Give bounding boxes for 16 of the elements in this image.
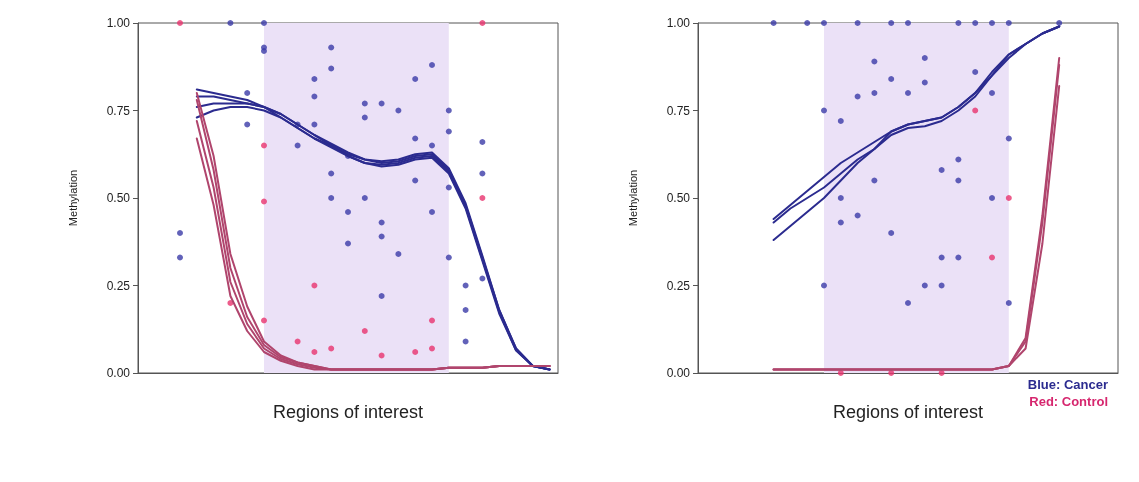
y-axis-title: Methylation xyxy=(626,169,639,227)
y-tick-label: 0.25 xyxy=(666,278,691,293)
text: Blue: Cancer xyxy=(1027,377,1109,392)
y-tick-label: 0.50 xyxy=(666,191,691,205)
y-axis-title: Methylation xyxy=(66,169,79,227)
y-tick-label: 0.50 xyxy=(106,191,131,205)
y-tick-label: 0.75 xyxy=(666,103,691,118)
x-axis-title: Regions of interest xyxy=(272,402,424,422)
y-tick-label: 0.00 xyxy=(106,366,131,380)
y-tick-label: 1.00 xyxy=(106,16,131,30)
text: Red: Control xyxy=(1029,394,1109,409)
y-tick-label: 0.25 xyxy=(106,278,131,293)
y-tick-label: 1.00 xyxy=(666,16,691,30)
y-tick-label: 0.00 xyxy=(666,366,691,380)
x-axis-title: Regions of interest xyxy=(832,402,984,422)
y-tick-label: 0.75 xyxy=(106,103,131,118)
